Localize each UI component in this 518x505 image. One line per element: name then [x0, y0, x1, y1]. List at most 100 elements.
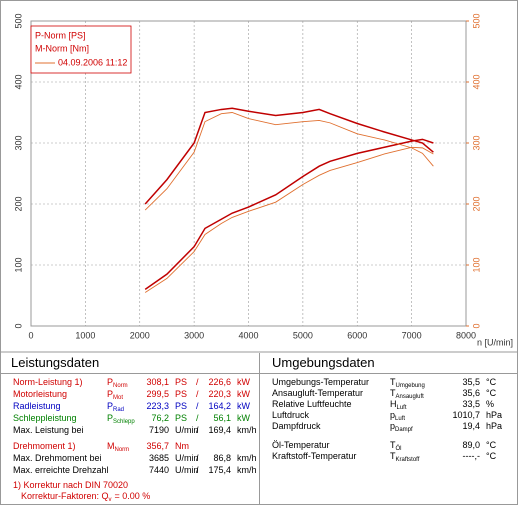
- unit: PS: [175, 377, 187, 387]
- unit: kW: [237, 389, 250, 399]
- value-text: 1010,7: [452, 410, 480, 420]
- value-text: 76,2: [151, 413, 169, 423]
- row-label: Dampfdruck: [272, 421, 321, 431]
- value-text: 223,3: [146, 401, 169, 411]
- symbol: TUmgebung: [390, 377, 425, 389]
- unit-text: PS: [175, 377, 188, 387]
- y2-tick-label: 0: [471, 323, 481, 328]
- y-tick-label: 0: [13, 323, 23, 328]
- value-text: 89,0: [462, 440, 480, 450]
- unit-text: kW: [237, 377, 250, 387]
- sep-text: /: [196, 425, 199, 435]
- symbol-text: p: [390, 410, 396, 420]
- symbol: HLuft: [390, 399, 407, 411]
- symbol: PRad: [107, 401, 124, 413]
- unit-text: PS: [175, 401, 188, 411]
- row-label: Umgebungs-Temperatur: [272, 377, 369, 387]
- x-tick-label: 5000: [293, 330, 313, 340]
- unit: %: [486, 399, 494, 409]
- sep-text: /: [196, 413, 199, 423]
- umgebung-panel: Umgebungsdaten Umgebungs-Temperatur TUmge…: [260, 353, 517, 504]
- y2-tick-label: 100: [471, 257, 481, 272]
- factor: Korrektur-Faktoren: Qv = 0.00 %: [21, 491, 150, 503]
- row-label-text: Relative Luftfeuchte: [272, 399, 352, 409]
- y-tick-label: 200: [13, 196, 23, 211]
- row-label-text: Max. Drehmoment bei: [13, 453, 102, 463]
- value: 76,2: [143, 413, 169, 423]
- unit-text: hPa: [486, 421, 503, 431]
- value: 35,5: [440, 377, 480, 387]
- value-text: 33,5: [462, 399, 480, 409]
- row-label: Radleistung: [13, 401, 61, 411]
- value: 86,8: [204, 453, 231, 463]
- panel-title: Leistungsdaten: [11, 355, 100, 370]
- y2-tick-label: 200: [471, 196, 481, 211]
- row-label-text: Motorleistung: [13, 389, 68, 399]
- value: 299,5: [143, 389, 169, 399]
- factor-sub: v: [108, 497, 112, 503]
- series-line: [144, 112, 434, 211]
- value-text: 19,4: [462, 421, 480, 431]
- x-tick-label: 8000: [456, 330, 476, 340]
- footnote-text: 1) Korrektur nach DIN 70020: [13, 480, 129, 490]
- symbol-sub: Norm: [114, 447, 130, 453]
- symbol-sub: Umgebung: [395, 383, 425, 389]
- value: ----,-: [440, 451, 481, 461]
- value: 19,4: [440, 421, 480, 431]
- value: 223,3: [143, 401, 169, 411]
- value-text: 7190: [148, 425, 169, 435]
- y-tick-label: 100: [13, 257, 23, 272]
- unit: Nm: [175, 441, 189, 451]
- symbol-sub: Ansaugluft: [395, 394, 424, 400]
- rule: [260, 373, 517, 374]
- unit: hPa: [486, 421, 502, 431]
- row-label-text: Norm-Leistung 1): [13, 377, 83, 387]
- symbol-sub: Mot: [113, 395, 124, 401]
- rule: [1, 373, 259, 374]
- symbol-sub: Luft: [396, 405, 407, 411]
- unit-text: °C: [486, 377, 497, 387]
- symbol-text: H: [390, 399, 397, 409]
- row-label: Motorleistung: [13, 389, 67, 399]
- value-text: 356,7: [146, 441, 169, 451]
- unit-text: °C: [486, 440, 497, 450]
- value-text: 169,4: [208, 425, 231, 435]
- x-axis-label: n [U/min]: [477, 337, 513, 347]
- symbol-sub: Rad: [113, 407, 125, 413]
- symbol: TKraftstoff: [390, 451, 419, 463]
- sep-text: /: [196, 377, 199, 387]
- symbol: TAnsaugluft: [390, 388, 424, 400]
- row-label-text: Radleistung: [13, 401, 61, 411]
- row-label: Norm-Leistung 1): [13, 377, 83, 387]
- symbol: PSchlepp: [107, 413, 135, 425]
- unit-text: °C: [486, 451, 497, 461]
- value-text: 3685: [148, 453, 169, 463]
- unit: °C: [486, 440, 496, 450]
- unit-text: PS: [175, 413, 188, 423]
- sep: /: [196, 425, 199, 435]
- value-text: 308,1: [146, 377, 169, 387]
- unit-text: °C: [486, 388, 497, 398]
- factor-value: = 0.00 %: [114, 491, 151, 501]
- sep: /: [196, 389, 199, 399]
- value: 7190: [143, 425, 169, 435]
- row-label: Max. Leistung bei: [13, 425, 84, 435]
- symbol-sub: Norm: [113, 383, 128, 389]
- unit: °C: [486, 377, 496, 387]
- sep: /: [196, 453, 199, 463]
- unit-text: U/min: [175, 453, 199, 463]
- y2-tick-label: 400: [471, 74, 481, 89]
- value: 356,7: [143, 441, 169, 451]
- x-tick-label: 6000: [347, 330, 367, 340]
- symbol-text: T: [390, 377, 396, 387]
- unit-text: kW: [237, 413, 250, 423]
- sep: /: [196, 401, 199, 411]
- row-label: Öl-Temperatur: [272, 440, 330, 450]
- value-text: 299,5: [146, 389, 169, 399]
- symbol-text: T: [390, 451, 396, 461]
- symbol: pDampf: [390, 421, 413, 433]
- value: 175,4: [204, 465, 231, 475]
- legend-entry: M-Norm [Nm]: [35, 43, 89, 53]
- unit-text: km/h: [237, 425, 257, 435]
- value: 3685: [143, 453, 169, 463]
